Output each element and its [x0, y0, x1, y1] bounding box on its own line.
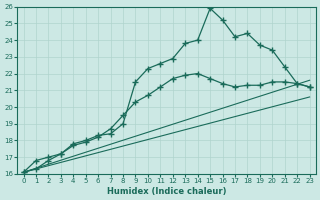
X-axis label: Humidex (Indice chaleur): Humidex (Indice chaleur) — [107, 187, 226, 196]
